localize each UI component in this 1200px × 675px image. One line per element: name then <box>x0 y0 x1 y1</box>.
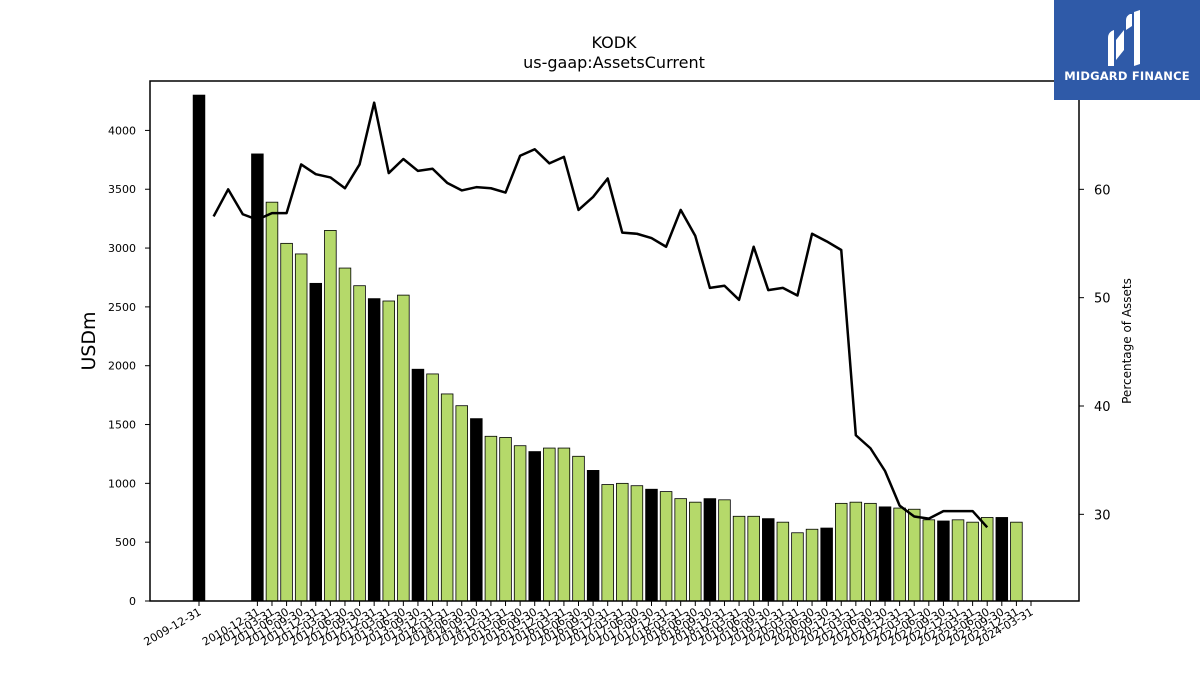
line-layer <box>212 101 989 529</box>
brand-logo-text: MIDGARD FINANCE <box>1064 69 1190 83</box>
y2-tick-label: 30 <box>1094 508 1111 523</box>
bar-2023-06-30 <box>980 517 994 602</box>
y-tick-label: 3000 <box>108 242 136 255</box>
y2-tick-label: 50 <box>1094 292 1111 307</box>
bar-2020-03-31 <box>791 532 804 602</box>
bar-2012-06-30 <box>338 267 352 602</box>
bar-2018-12-31 <box>718 499 731 602</box>
bar-2014-06-30 <box>455 405 468 602</box>
bar-2012-12-31 <box>367 298 381 602</box>
bar-2011-12-31 <box>309 282 323 602</box>
bar-2015-09-30 <box>528 451 541 602</box>
bar-2009-12-31 <box>192 94 206 602</box>
bar-2022-12-31 <box>951 519 965 602</box>
bar-2019-12-31 <box>776 521 790 602</box>
percentage-line <box>212 101 989 529</box>
bar-2022-03-31 <box>907 508 921 602</box>
bar-2023-03-31 <box>966 521 979 602</box>
bar-2018-03-31 <box>674 498 687 602</box>
bar-2018-06-30 <box>689 501 702 602</box>
bar-2013-12-31 <box>426 373 439 602</box>
bar-2017-12-31 <box>659 491 673 602</box>
bar-2018-09-30 <box>703 498 717 602</box>
bar-2012-03-31 <box>324 230 337 602</box>
bar-2013-03-31 <box>382 300 396 602</box>
bar-2015-03-31 <box>499 437 512 602</box>
brand-logo: MIDGARD FINANCE <box>1054 0 1200 100</box>
bar-2019-09-30 <box>762 518 775 602</box>
bar-2011-09-30 <box>294 253 308 602</box>
bar-2019-03-31 <box>732 515 746 602</box>
bar-2022-06-30 <box>922 519 936 602</box>
y-axis-label: USDm <box>78 311 100 370</box>
y2-tick-label: 60 <box>1094 183 1111 198</box>
bar-2021-09-30 <box>878 506 892 602</box>
y-tick-label: 4000 <box>108 124 136 137</box>
y2-axis-label: Percentage of Assets <box>1120 278 1134 404</box>
bar-2015-12-31 <box>543 447 556 602</box>
bar-2016-03-31 <box>557 447 571 602</box>
x-tick-label: 2009-12-31 <box>142 605 204 648</box>
y2-tick-label: 40 <box>1094 400 1111 415</box>
y-tick-label: 3500 <box>108 183 136 196</box>
bar-2013-09-30 <box>411 368 425 602</box>
bar-2014-03-31 <box>440 393 454 602</box>
bar-2012-09-30 <box>353 285 366 602</box>
bar-2016-06-30 <box>572 455 585 602</box>
y-tick-label: 2500 <box>108 301 136 314</box>
left-axis: 0 500 1000 1500 2000 2500 3000 3500 4000 <box>108 124 150 608</box>
bar-2011-06-30 <box>280 242 293 602</box>
y-tick-label: 1500 <box>108 419 136 432</box>
bar-2020-09-30 <box>820 527 833 602</box>
bar-2020-12-31 <box>835 502 848 602</box>
bar-2014-09-30 <box>470 418 483 602</box>
bar-2017-03-31 <box>616 482 629 602</box>
bar-2020-06-30 <box>805 528 819 602</box>
bar-2019-06-30 <box>747 515 760 602</box>
bar-2016-12-31 <box>601 484 614 602</box>
bar-2021-06-30 <box>864 502 877 602</box>
bar-2021-12-31 <box>893 507 906 602</box>
bar-2021-03-31 <box>849 501 863 602</box>
x-axis: 2009-12-312010-12-312011-03-312011-06-30… <box>142 601 1036 649</box>
y-tick-label: 1000 <box>108 477 136 490</box>
bar-2010-12-31 <box>251 153 264 602</box>
bar-2011-03-31 <box>265 201 279 602</box>
y-tick-label: 500 <box>115 536 136 549</box>
y-tick-label: 0 <box>129 595 136 608</box>
bars-layer <box>192 94 1023 602</box>
y-tick-label: 2000 <box>108 360 136 373</box>
bar-2023-09-30 <box>995 517 1009 602</box>
bar-2013-06-30 <box>397 294 410 602</box>
bar-2016-09-30 <box>586 470 600 602</box>
midgard-logo-icon <box>1108 10 1140 66</box>
chart-subtitle: us-gaap:AssetsCurrent <box>523 53 705 72</box>
right-axis: 30 40 50 60 <box>1079 183 1111 523</box>
bar-2015-06-30 <box>513 445 527 602</box>
bar-2017-06-30 <box>630 485 644 602</box>
plot-frame <box>149 80 1080 602</box>
bar-2023-12-31 <box>1010 521 1023 602</box>
bar-2014-12-31 <box>484 435 498 602</box>
chart-title: KODK <box>591 33 637 52</box>
bar-2022-09-30 <box>937 520 950 602</box>
bar-2017-09-30 <box>645 488 658 602</box>
